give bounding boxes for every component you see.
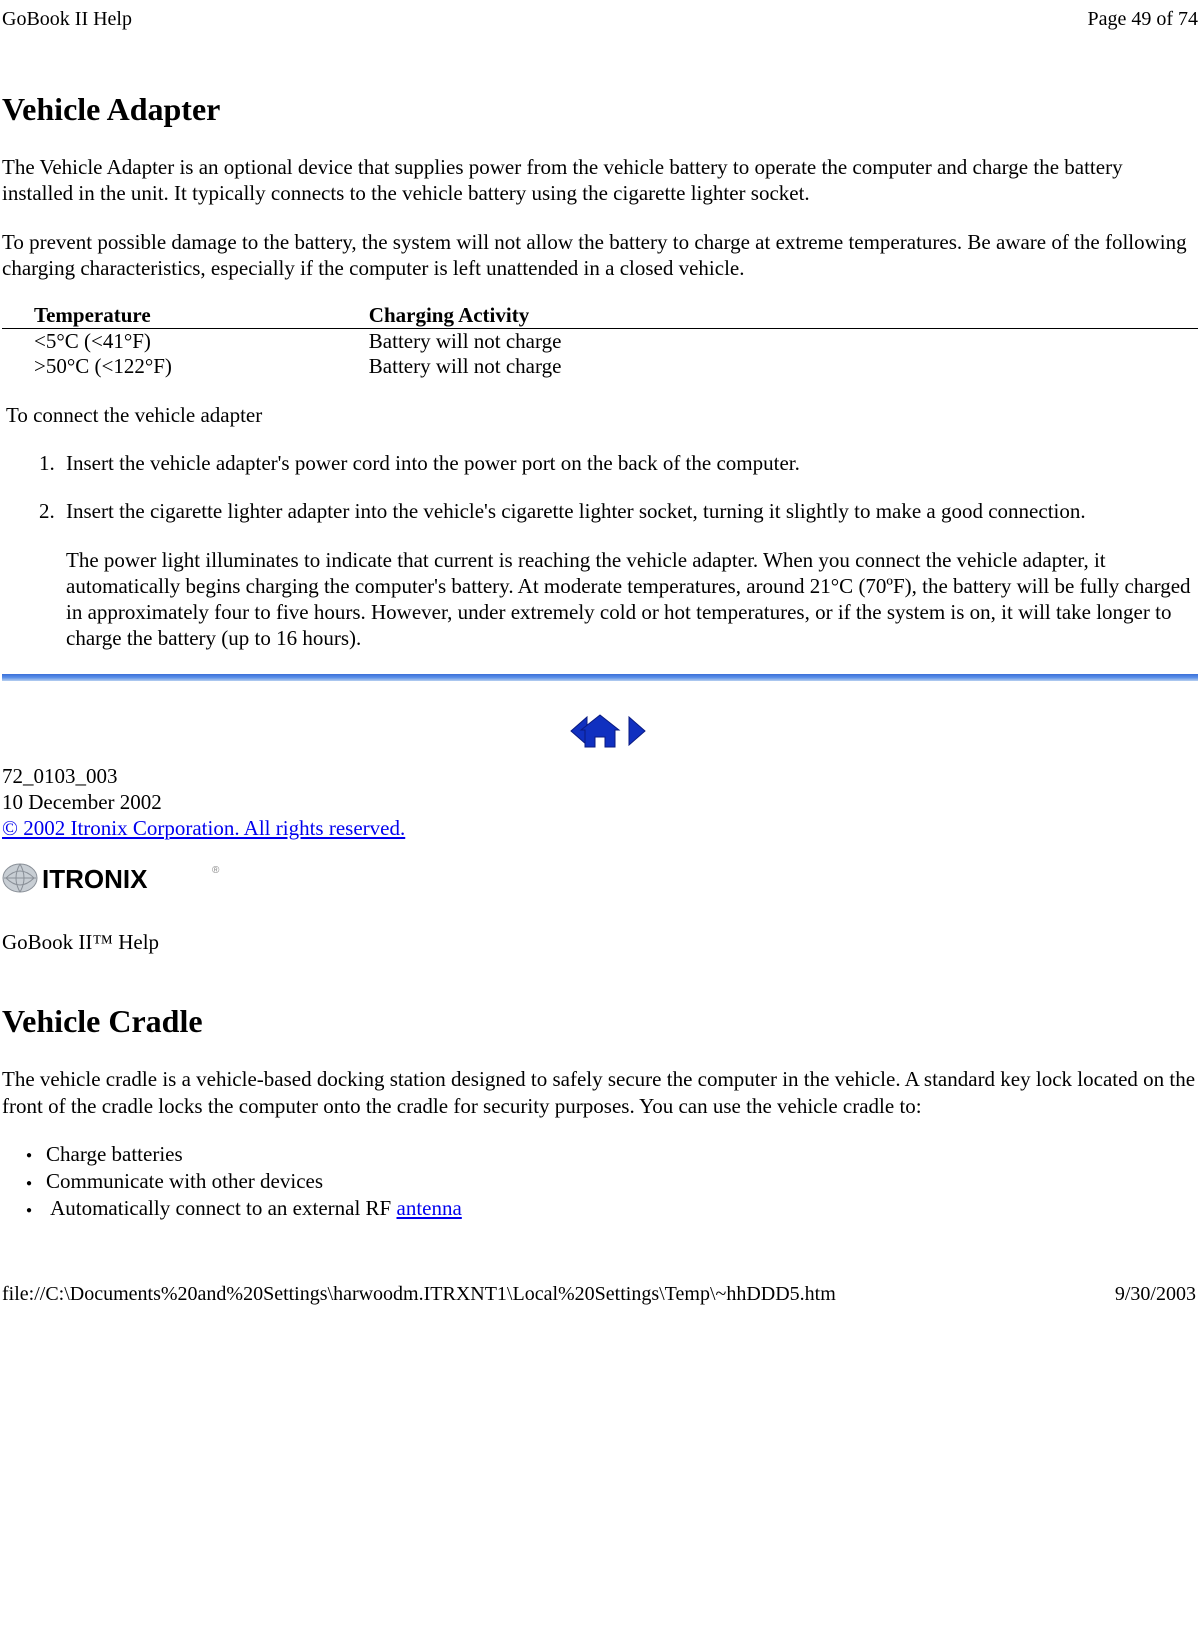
step-text: Insert the cigarette lighter adapter int…: [66, 499, 1086, 523]
page-header: GoBook II Help Page 49 of 74: [0, 0, 1200, 31]
antenna-link[interactable]: antenna: [397, 1196, 462, 1220]
table-row: >50°C (<122°F) Battery will not charge: [2, 354, 1198, 379]
file-path: file://C:\Documents%20and%20Settings\har…: [2, 1283, 836, 1306]
step-item: Insert the vehicle adapter's power cord …: [60, 450, 1198, 476]
step-item: Insert the cigarette lighter adapter int…: [60, 498, 1198, 651]
logo-text: ITRONIX: [42, 864, 148, 894]
cell-activity: Battery will not charge: [361, 329, 1198, 355]
doc-date: 10 December 2002: [2, 789, 1198, 815]
step-extra-text: The power light illuminates to indicate …: [66, 547, 1198, 652]
temperature-table: Temperature Charging Activity <5°C (<41°…: [2, 303, 1198, 379]
sub-heading-connect: To connect the vehicle adapter: [6, 403, 1198, 428]
list-item: Communicate with other devices: [46, 1168, 1198, 1195]
section-divider: [2, 674, 1198, 681]
table-row: <5°C (<41°F) Battery will not charge: [2, 329, 1198, 355]
paragraph: To prevent possible damage to the batter…: [2, 229, 1198, 282]
svg-text:®: ®: [212, 865, 220, 876]
product-name: GoBook II™ Help: [2, 930, 1198, 955]
doc-meta-block: 72_0103_003 10 December 2002 © 2002 Itro…: [2, 763, 1198, 842]
bullet-list: Charge batteries Communicate with other …: [2, 1141, 1198, 1223]
list-item-prefix: Automatically connect to an external RF: [50, 1196, 396, 1220]
step-text: Insert the vehicle adapter's power cord …: [66, 451, 800, 475]
itronix-logo: ITRONIX ®: [2, 859, 1198, 902]
paragraph: The Vehicle Adapter is an optional devic…: [2, 154, 1198, 207]
doc-title: GoBook II Help: [2, 8, 132, 31]
section-title-vehicle-adapter: Vehicle Adapter: [2, 91, 1198, 128]
doc-number: 72_0103_003: [2, 763, 1198, 789]
cell-temperature: <5°C (<41°F): [2, 329, 361, 355]
section-title-vehicle-cradle: Vehicle Cradle: [2, 1003, 1198, 1040]
print-date: 9/30/2003: [1115, 1283, 1196, 1306]
nav-icons: [2, 709, 1198, 753]
steps-list: Insert the vehicle adapter's power cord …: [2, 450, 1198, 652]
table-header-activity: Charging Activity: [361, 303, 1198, 329]
list-item: Automatically connect to an external RF …: [46, 1195, 1198, 1222]
list-item: Charge batteries: [46, 1141, 1198, 1168]
cell-activity: Battery will not charge: [361, 354, 1198, 379]
table-header-temperature: Temperature: [2, 303, 361, 329]
page-number: Page 49 of 74: [1087, 8, 1198, 31]
cell-temperature: >50°C (<122°F): [2, 354, 361, 379]
nav-next-icon[interactable]: [629, 717, 645, 745]
nav-buttons-svg: [545, 709, 655, 753]
copyright-link[interactable]: © 2002 Itronix Corporation. All rights r…: [2, 816, 405, 840]
page-footer: file://C:\Documents%20and%20Settings\har…: [0, 1223, 1200, 1314]
paragraph: The vehicle cradle is a vehicle-based do…: [2, 1066, 1198, 1119]
